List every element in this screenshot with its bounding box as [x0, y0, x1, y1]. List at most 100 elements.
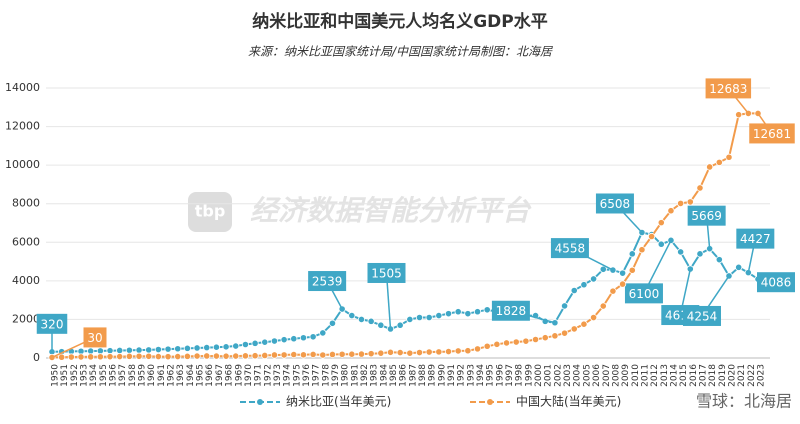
- point: [96, 347, 104, 355]
- point: [502, 339, 511, 347]
- x-tick-label: 2021: [737, 364, 747, 387]
- point: [715, 256, 723, 264]
- x-tick-label: 1975: [292, 364, 302, 387]
- point: [551, 332, 559, 340]
- point: [309, 333, 317, 341]
- point: [454, 347, 462, 355]
- y-tick-label: 10000: [5, 158, 40, 171]
- legend-label: 纳米比亚(当年美元): [286, 395, 391, 409]
- point: [522, 337, 530, 345]
- label-box: [682, 305, 721, 326]
- point: [589, 313, 598, 322]
- point: [212, 343, 221, 351]
- point: [512, 338, 520, 346]
- point: [357, 350, 366, 358]
- x-tick-label: 2017: [698, 364, 708, 387]
- x-tick-label: 1967: [215, 364, 225, 387]
- point: [619, 280, 627, 288]
- x-tick-label: 2016: [689, 364, 699, 387]
- point: [589, 275, 598, 283]
- x-tick-label: 2000: [534, 364, 544, 387]
- point: [696, 250, 704, 258]
- footer: 雪球：北海居: [696, 392, 792, 411]
- point: [735, 263, 743, 271]
- x-tick-label: 1966: [205, 364, 215, 387]
- x-tick-label: 1970: [244, 364, 254, 387]
- point: [367, 317, 375, 325]
- point: [464, 310, 472, 318]
- point: [193, 344, 201, 352]
- x-tick-label: 1985: [389, 364, 399, 387]
- chart-title: 纳米比亚和中国美元人均名义GDP水平: [252, 11, 548, 32]
- point: [241, 352, 250, 360]
- x-tick-label: 1996: [495, 364, 505, 387]
- point: [348, 350, 356, 358]
- x-tick-label: 1963: [176, 364, 186, 387]
- point: [638, 246, 646, 254]
- point: [261, 338, 269, 346]
- data-label: 12681: [753, 127, 791, 141]
- point: [657, 219, 665, 227]
- x-tick-label: 1978: [321, 364, 331, 387]
- point: [454, 308, 462, 316]
- point: [154, 352, 162, 361]
- point: [174, 345, 182, 353]
- point: [715, 158, 723, 166]
- point: [145, 352, 153, 360]
- x-tick-label: 2014: [669, 364, 679, 387]
- point: [406, 349, 414, 357]
- point: [493, 340, 501, 348]
- x-tick-label: 2015: [679, 364, 689, 387]
- point: [377, 349, 385, 357]
- point: [232, 352, 240, 360]
- point: [174, 352, 182, 361]
- point: [212, 352, 221, 360]
- y-tick-label: 4000: [12, 274, 40, 287]
- point: [106, 347, 114, 355]
- point: [309, 350, 317, 359]
- label-box: [308, 271, 347, 292]
- point: [290, 335, 298, 343]
- x-tick-label: 1998: [515, 364, 525, 387]
- label-box: [736, 228, 775, 249]
- point: [657, 240, 665, 248]
- x-tick-label: 1953: [80, 364, 90, 387]
- x-tick-label: 1974: [283, 364, 293, 387]
- label-box: [705, 78, 752, 99]
- y-tick-label: 2000: [12, 312, 40, 325]
- x-tick-label: 1960: [147, 364, 157, 387]
- point: [473, 308, 482, 316]
- data-label: 320: [41, 317, 64, 331]
- point: [619, 269, 627, 277]
- x-tick-label: 1991: [447, 364, 457, 387]
- label-box: [757, 272, 795, 293]
- point: [706, 163, 714, 171]
- point: [435, 311, 443, 320]
- x-tick-label: 1983: [370, 364, 380, 387]
- point: [628, 250, 636, 258]
- x-tick-label: 1959: [138, 364, 148, 387]
- x-tick-label: 1956: [109, 364, 119, 387]
- x-tick-label: 1987: [408, 364, 418, 387]
- point: [145, 346, 153, 354]
- x-tick-label: 1977: [312, 364, 322, 387]
- x-tick-label: 1957: [118, 364, 128, 387]
- y-tick-label: 8000: [12, 197, 40, 210]
- x-tick-label: 1971: [254, 364, 264, 387]
- x-tick-label: 2006: [592, 364, 602, 387]
- label-box: [595, 193, 634, 214]
- data-label: 4086: [761, 276, 792, 290]
- point: [599, 265, 607, 273]
- point: [183, 352, 191, 360]
- data-label: 1505: [371, 266, 402, 280]
- x-tick-label: 1995: [486, 364, 496, 387]
- x-tick-label: 1982: [360, 364, 370, 387]
- x-tick-label: 1999: [524, 364, 534, 387]
- x-tick-label: 2010: [631, 364, 641, 387]
- x-tick-label: 1976: [302, 364, 312, 387]
- data-label: 4254: [687, 309, 718, 323]
- point: [328, 350, 337, 359]
- label-box: [83, 327, 107, 348]
- legend-marker: [257, 399, 263, 405]
- point: [251, 339, 259, 347]
